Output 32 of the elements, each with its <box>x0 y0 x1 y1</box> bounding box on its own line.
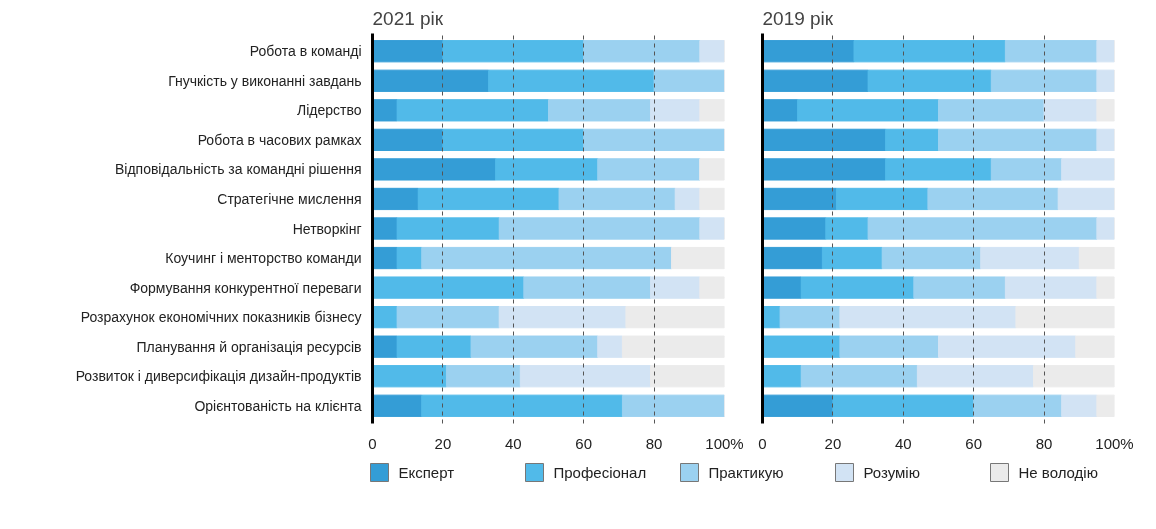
x-tick-label: 0 <box>368 434 377 452</box>
x-tick-label: 100% <box>1095 434 1134 452</box>
legend-label: Професіонал <box>553 464 647 481</box>
y-tick-label: Стратегічне мислення <box>217 190 362 207</box>
chart-title: 2019 рік <box>762 7 834 29</box>
y-tick-label: Лідерство <box>296 102 362 119</box>
legend-label: Експерт <box>398 464 455 481</box>
y-tick-label: Орієнтованість на клієнта <box>194 397 362 414</box>
x-tick-label: 20 <box>434 434 452 452</box>
legend-label: Не володію <box>1018 464 1098 481</box>
y-tick-label: Розрахунок економічних показників бізнесу <box>80 309 362 326</box>
x-tick-label: 60 <box>965 434 983 452</box>
y-tick-label: Відповідальність за командні рішення <box>114 161 362 178</box>
x-tick-label: 40 <box>504 434 522 452</box>
x-tick-label: 40 <box>894 434 912 452</box>
x-tick-label: 60 <box>575 434 593 452</box>
legend-label: Розумію <box>863 464 920 481</box>
x-tick-label: 100% <box>705 434 744 452</box>
x-tick-label: 0 <box>758 434 767 452</box>
legend-label: Практикую <box>708 464 784 481</box>
y-tick-label: Коучинг і менторство команди <box>165 250 362 267</box>
x-tick-label: 80 <box>1035 434 1053 452</box>
chart-title: 2021 рік <box>372 7 444 29</box>
x-tick-label: 80 <box>645 434 663 452</box>
y-tick-label: Гнучкість у виконанні завдань <box>168 72 362 89</box>
y-tick-label: Робота в часових рамках <box>197 131 362 148</box>
y-tick-label: Планування й організація ресурсів <box>136 338 362 355</box>
y-tick-label: Нетворкінг <box>292 220 362 237</box>
y-tick-label: Робота в команді <box>249 43 362 60</box>
y-tick-label: Формування конкурентної переваги <box>129 279 362 296</box>
x-tick-label: 20 <box>824 434 842 452</box>
y-tick-label: Розвиток і диверсифікація дизайн-продуктів <box>75 368 362 385</box>
